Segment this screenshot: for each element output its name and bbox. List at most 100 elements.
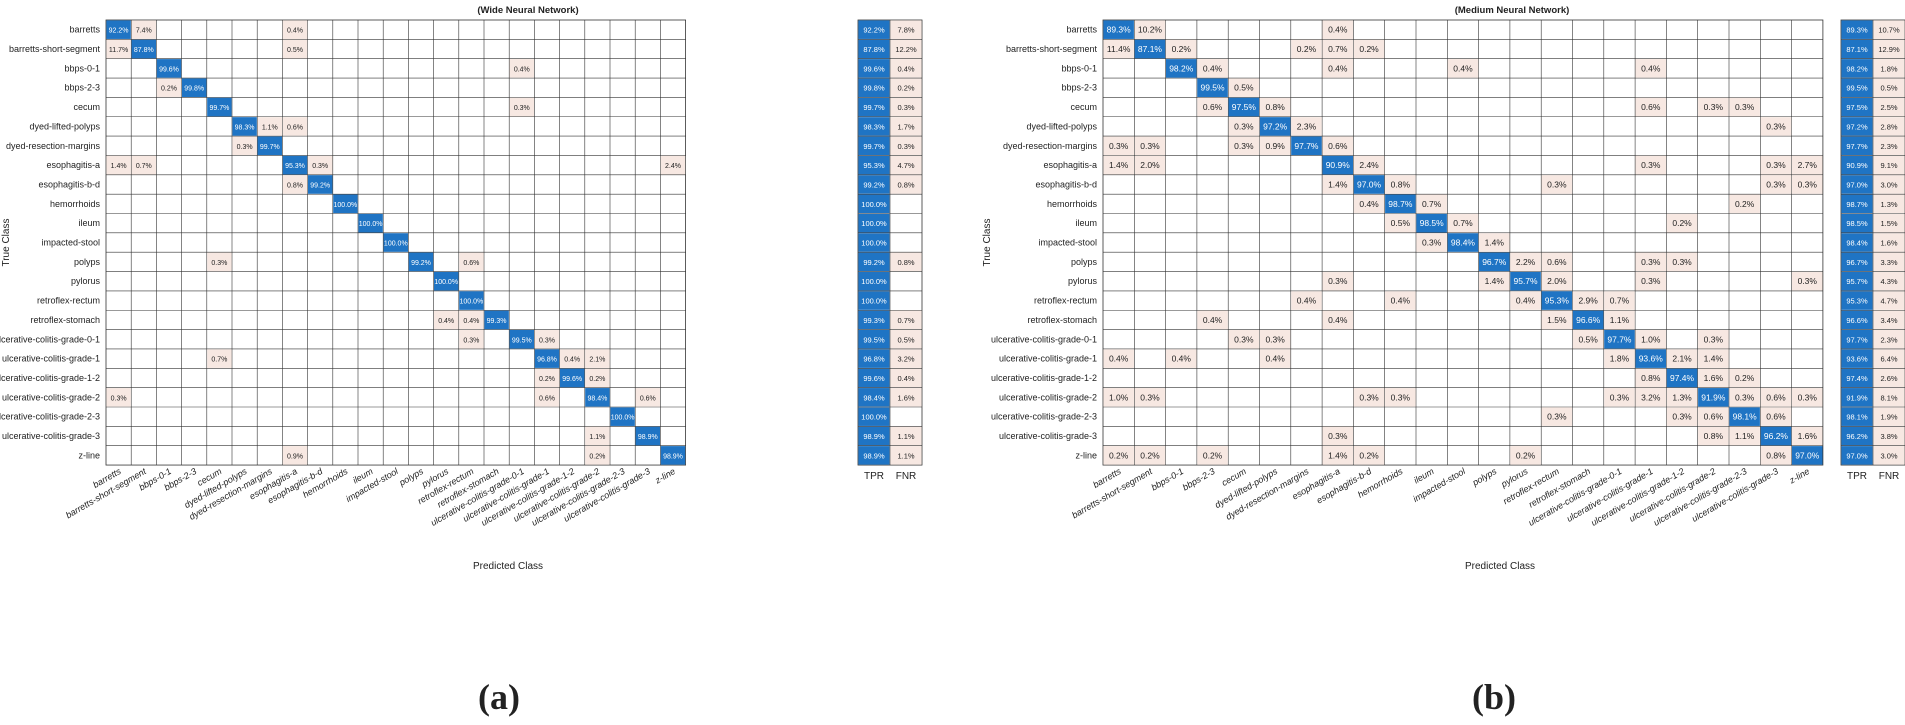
- tpr-cell: [1841, 194, 1873, 214]
- x-axis-label: Predicted Class: [1465, 561, 1535, 572]
- cell-value: 2.1%: [589, 357, 605, 364]
- tpr-value: 92.2%: [863, 26, 885, 35]
- offdiagonal-cell: [1197, 446, 1228, 465]
- cell-value: 0.3%: [1265, 334, 1285, 344]
- cell-value: 0.4%: [1203, 315, 1223, 325]
- tpr-value: 97.7%: [1846, 142, 1868, 151]
- tpr-cell: [1841, 407, 1873, 426]
- offdiagonal-cell: [1510, 291, 1541, 310]
- cell-value: 97.0%: [1357, 179, 1382, 189]
- tpr-cell: [1841, 39, 1873, 59]
- tpr-value: 87.8%: [863, 45, 885, 54]
- diagonal-cell: [232, 117, 257, 136]
- cell-value: 0.2%: [161, 86, 177, 93]
- offdiagonal-cell: [1322, 271, 1353, 291]
- offdiagonal-cell: [1134, 155, 1166, 175]
- offdiagonal-cell: [1635, 330, 1666, 349]
- diagonal-cell: [1416, 213, 1447, 233]
- offdiagonal-cell: [1729, 426, 1760, 446]
- row-label: bbps-0-1: [1061, 63, 1097, 73]
- offdiagonal-cell: [131, 155, 156, 175]
- fnr-cell: [1873, 368, 1905, 388]
- fnr-cell: [1873, 291, 1905, 310]
- cell-value: 1.4%: [1704, 354, 1724, 364]
- cell-value: 92.2%: [109, 28, 129, 35]
- tpr-cell: [1841, 117, 1873, 136]
- tpr-cell: [858, 446, 890, 465]
- offdiagonal-cell: [1259, 136, 1291, 156]
- cell-value: 96.2%: [1764, 431, 1789, 441]
- offdiagonal-cell: [1729, 388, 1760, 407]
- row-label: esophagitis-a: [46, 160, 100, 170]
- cell-value: 99.5%: [1200, 83, 1225, 93]
- cell-value: 0.3%: [111, 395, 127, 402]
- fnr-value: 0.8%: [897, 258, 914, 267]
- offdiagonal-cell: [1134, 136, 1166, 156]
- diagonal-cell: [459, 291, 484, 310]
- offdiagonal-cell: [1385, 213, 1416, 233]
- diagonal-cell: [383, 233, 408, 252]
- diagonal-cell: [1259, 117, 1291, 136]
- offdiagonal-cell: [1447, 59, 1479, 78]
- cell-value: 2.4%: [665, 163, 681, 170]
- fnr-cell: [1873, 407, 1905, 426]
- row-label: cecum: [1070, 102, 1097, 112]
- offdiagonal-cell: [1541, 407, 1573, 426]
- row-label: ulcerative-colitis-grade-1-2: [0, 373, 100, 383]
- offdiagonal-cell: [1353, 155, 1385, 175]
- cell-value: 0.2%: [1516, 450, 1536, 460]
- diagonal-cell: [1228, 97, 1260, 117]
- fnr-value: 1.9%: [1880, 413, 1897, 422]
- cell-value: 0.4%: [463, 318, 479, 325]
- diagonal-cell: [1792, 446, 1823, 465]
- cell-value: 1.1%: [1735, 431, 1755, 441]
- diagonal-cell: [308, 175, 333, 194]
- cell-value: 1.4%: [1485, 238, 1505, 248]
- tpr-value: 100.0%: [861, 200, 887, 209]
- column-label: bbps-2-3: [1181, 466, 1217, 492]
- cell-value: 0.6%: [1328, 141, 1348, 151]
- offdiagonal-cell: [1322, 59, 1353, 78]
- offdiagonal-cell: [282, 175, 308, 194]
- row-label: dyed-resection-margins: [6, 141, 101, 151]
- tpr-cell: [1841, 78, 1873, 97]
- offdiagonal-cell: [434, 310, 459, 330]
- cell-value: 98.3%: [235, 124, 255, 131]
- tpr-cell: [1841, 175, 1873, 194]
- fnr-value: 4.7%: [897, 161, 914, 170]
- offdiagonal-cell: [1666, 252, 1698, 272]
- cell-value: 2.7%: [1798, 160, 1818, 170]
- cell-value: 95.7%: [1513, 276, 1538, 286]
- offdiagonal-cell: [1322, 136, 1353, 156]
- offdiagonal-cell: [282, 446, 308, 465]
- offdiagonal-cell: [1635, 271, 1666, 291]
- offdiagonal-cell: [1228, 117, 1260, 136]
- row-label: ulcerative-colitis-grade-2: [999, 392, 1097, 402]
- diagonal-cell: [1291, 136, 1322, 156]
- row-label: z-line: [1075, 450, 1097, 460]
- cell-value: 99.2%: [411, 260, 431, 267]
- offdiagonal-cell: [1479, 233, 1510, 252]
- offdiagonal-cell: [282, 20, 308, 39]
- cell-value: 11.7%: [109, 47, 128, 54]
- tpr-cell: [1841, 330, 1873, 349]
- cell-value: 98.2%: [1169, 63, 1194, 73]
- offdiagonal-cell: [1698, 349, 1729, 368]
- fnr-value: 12.2%: [895, 45, 917, 54]
- tpr-cell: [858, 426, 890, 446]
- fnr-value: 2.3%: [1880, 142, 1897, 151]
- fnr-cell: [1873, 20, 1905, 39]
- cell-value: 0.6%: [1547, 257, 1567, 267]
- offdiagonal-cell: [585, 426, 610, 446]
- offdiagonal-cell: [1479, 271, 1510, 291]
- diagonal-cell: [534, 349, 560, 368]
- cell-value: 0.4%: [1328, 315, 1348, 325]
- offdiagonal-cell: [1760, 388, 1792, 407]
- fnr-value: 1.1%: [897, 451, 914, 460]
- cell-value: 0.3%: [1735, 102, 1755, 112]
- cell-value: 0.4%: [1641, 63, 1661, 73]
- offdiagonal-cell: [1103, 349, 1134, 368]
- fnr-cell: [1873, 426, 1905, 446]
- tpr-value: 99.7%: [863, 142, 885, 151]
- cell-value: 97.5%: [1232, 102, 1257, 112]
